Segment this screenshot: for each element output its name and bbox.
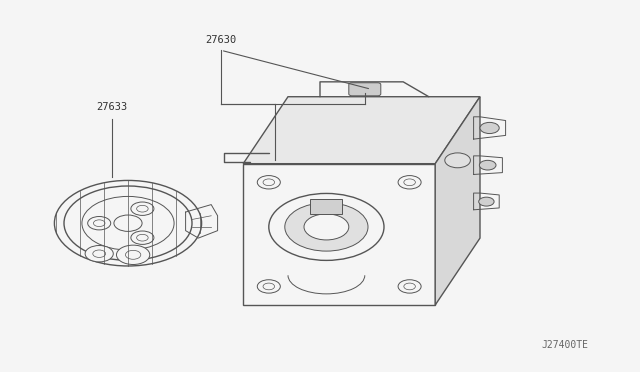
- Circle shape: [480, 122, 499, 134]
- Circle shape: [285, 203, 368, 251]
- FancyBboxPatch shape: [349, 83, 381, 96]
- Polygon shape: [243, 97, 480, 164]
- Circle shape: [131, 202, 154, 215]
- Circle shape: [64, 186, 192, 260]
- Circle shape: [257, 176, 280, 189]
- Circle shape: [116, 245, 150, 264]
- Circle shape: [131, 231, 154, 244]
- Circle shape: [114, 215, 142, 231]
- Circle shape: [88, 217, 111, 230]
- Circle shape: [82, 196, 174, 250]
- Polygon shape: [310, 199, 342, 214]
- Text: J27400TE: J27400TE: [542, 340, 589, 350]
- Circle shape: [304, 214, 349, 240]
- Circle shape: [445, 153, 470, 168]
- Polygon shape: [243, 164, 435, 305]
- Polygon shape: [435, 97, 480, 305]
- Circle shape: [85, 246, 113, 262]
- Circle shape: [479, 197, 494, 206]
- Circle shape: [257, 280, 280, 293]
- Circle shape: [398, 176, 421, 189]
- Text: 27633: 27633: [97, 102, 127, 112]
- Circle shape: [398, 280, 421, 293]
- Circle shape: [269, 193, 384, 260]
- Text: 27630: 27630: [205, 35, 236, 45]
- Circle shape: [479, 160, 496, 170]
